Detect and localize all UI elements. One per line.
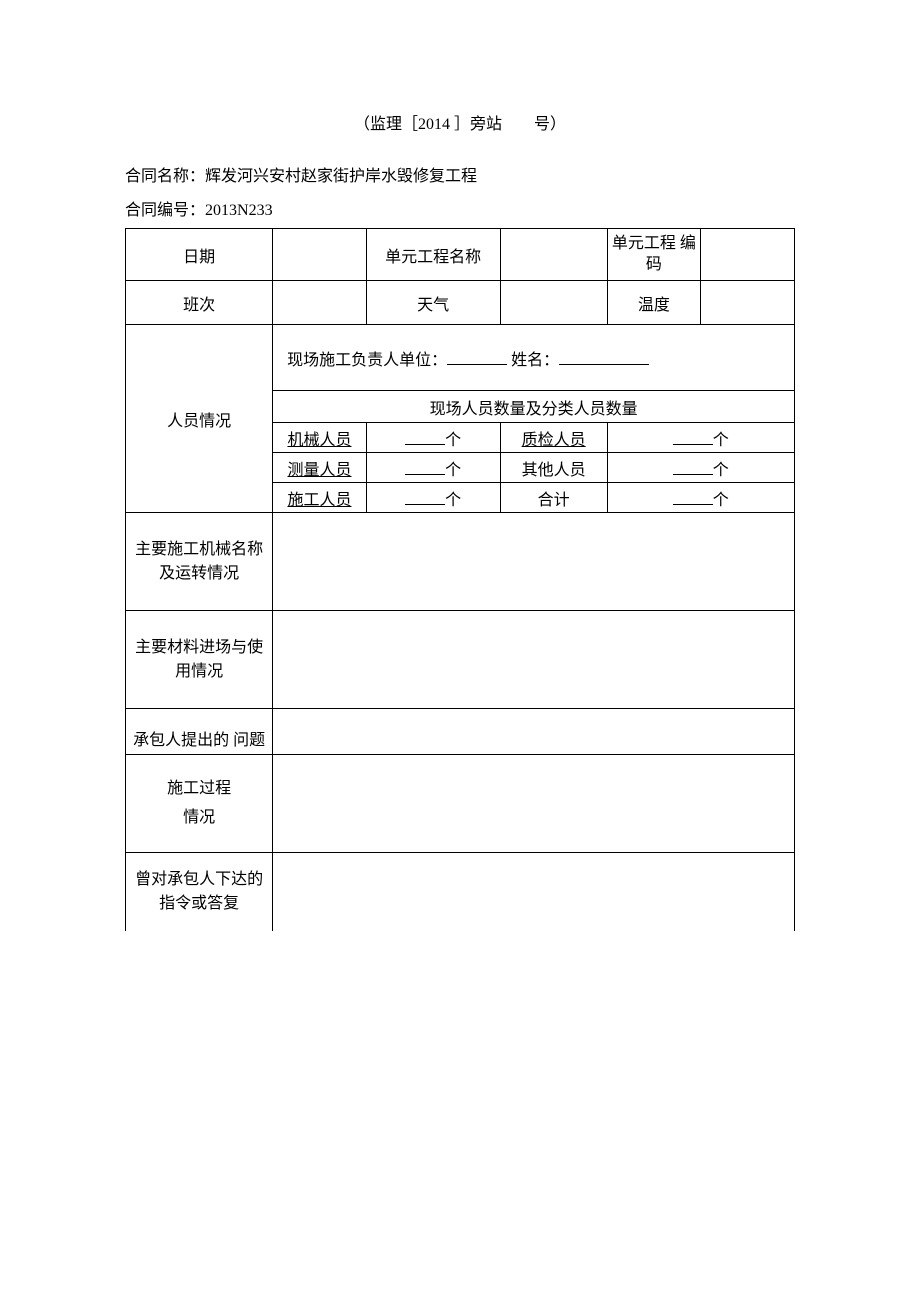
process-value (273, 755, 795, 853)
main-table: 日期 单元工程名称 单元工程 编码 班次 天气 温度 人员情况 现场施工负责人单… (125, 228, 795, 931)
personnel-r2-l1: 测量人员 (273, 453, 367, 483)
weather-value (500, 281, 607, 325)
responsible-name-label: 姓名： (511, 352, 559, 369)
temp-value (701, 281, 795, 325)
issues-label: 承包人提出的 问题 (126, 709, 273, 755)
shift-label: 班次 (126, 281, 273, 325)
materials-label: 主要材料进场与使 用情况 (126, 611, 273, 709)
process-label: 施工过程 情况 (126, 755, 273, 853)
shift-value (273, 281, 367, 325)
row-shift-weather-temp: 班次 天气 温度 (126, 281, 795, 325)
header-text: （监理［2014 ］旁站 号） (354, 116, 566, 133)
row-machinery: 主要施工机械名称 及运转情况 (126, 513, 795, 611)
unit-name-value (500, 229, 607, 281)
personnel-sub-header: 现场人员数量及分类人员数量 (273, 391, 795, 423)
row-orders: 曾对承包人下达的 指令或答复 (126, 853, 795, 931)
personnel-r1-l2: 质检人员 (500, 423, 607, 453)
responsible-prefix: 现场施工负责人单位： (287, 352, 447, 369)
personnel-r2-c2: 个 (607, 453, 794, 483)
materials-value (273, 611, 795, 709)
personnel-r3-l1: 施工人员 (273, 483, 367, 513)
unit-code-value (701, 229, 795, 281)
personnel-r3-c1: 个 (366, 483, 500, 513)
personnel-r1-c1: 个 (366, 423, 500, 453)
personnel-r3-l2: 合计 (500, 483, 607, 513)
date-value (273, 229, 367, 281)
responsible-unit-blank (447, 349, 507, 365)
orders-label: 曾对承包人下达的 指令或答复 (126, 853, 273, 931)
machinery-label: 主要施工机械名称 及运转情况 (126, 513, 273, 611)
contract-no-value: 2013N233 (205, 202, 273, 219)
contract-name-label: 合同名称： (125, 168, 205, 185)
unit-code-label: 单元工程 编码 (607, 229, 701, 281)
date-label: 日期 (126, 229, 273, 281)
unit-name-label: 单元工程名称 (366, 229, 500, 281)
personnel-r2-c1: 个 (366, 453, 500, 483)
personnel-r1-l1: 机械人员 (273, 423, 367, 453)
personnel-r2-l2: 其他人员 (500, 453, 607, 483)
row-process: 施工过程 情况 (126, 755, 795, 853)
document-header: （监理［2014 ］旁站 号） (125, 110, 795, 134)
responsible-line: 现场施工负责人单位： 姓名： (273, 325, 795, 391)
row-personnel-responsible: 人员情况 现场施工负责人单位： 姓名： (126, 325, 795, 391)
row-issues: 承包人提出的 问题 (126, 709, 795, 755)
orders-value (273, 853, 795, 931)
weather-label: 天气 (366, 281, 500, 325)
contract-no-line: 合同编号：2013N233 (125, 196, 795, 220)
machinery-value (273, 513, 795, 611)
personnel-label: 人员情况 (126, 325, 273, 513)
responsible-name-blank (559, 349, 649, 365)
contract-name-line: 合同名称：辉发河兴安村赵家街护岸水毁修复工程 (125, 162, 795, 186)
contract-no-label: 合同编号： (125, 202, 205, 219)
personnel-r1-c2: 个 (607, 423, 794, 453)
contract-name-value: 辉发河兴安村赵家街护岸水毁修复工程 (205, 168, 477, 185)
issues-value (273, 709, 795, 755)
personnel-r3-c2: 个 (607, 483, 794, 513)
temp-label: 温度 (607, 281, 701, 325)
row-materials: 主要材料进场与使 用情况 (126, 611, 795, 709)
row-date-unit: 日期 单元工程名称 单元工程 编码 (126, 229, 795, 281)
